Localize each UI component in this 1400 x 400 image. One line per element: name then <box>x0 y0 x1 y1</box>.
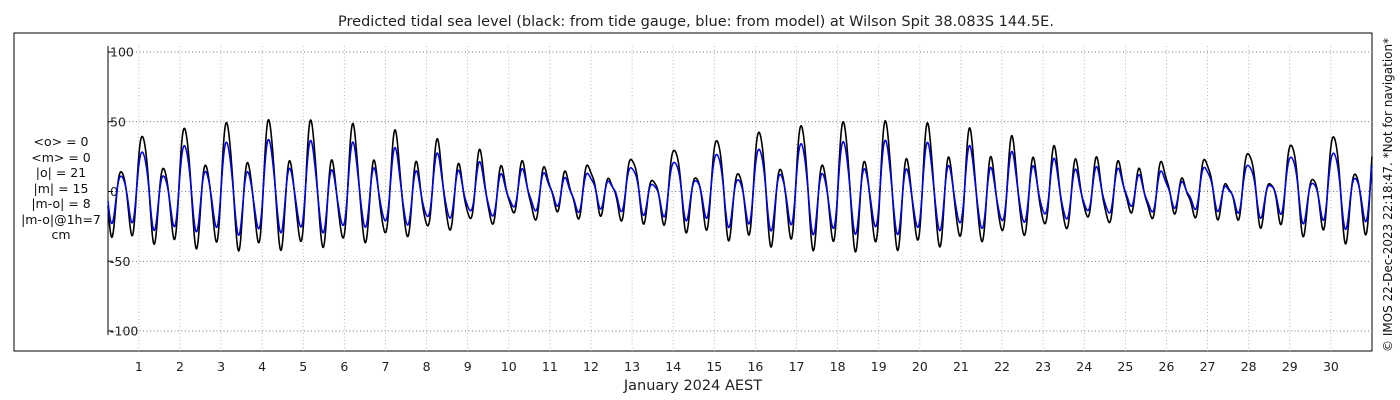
x-tick-label: 7 <box>381 359 389 374</box>
x-tick-label: 25 <box>1117 359 1133 374</box>
x-tick-label: 18 <box>830 359 846 374</box>
stat-abs-diff-1h: |m-o|@1h=7 <box>21 211 101 227</box>
grid-layer <box>108 46 1372 351</box>
copyright-credit: © IMOS 22-Dec-2023 22:18:47. *Not for na… <box>1381 38 1395 352</box>
plot-frame <box>13 32 1373 352</box>
stat-unit: cm <box>51 227 71 242</box>
chart-title: Predicted tidal sea level (black: from t… <box>338 14 1054 30</box>
x-tick-label: 9 <box>464 359 472 374</box>
x-tick-label: 11 <box>542 359 558 374</box>
x-tick-label: 16 <box>747 359 763 374</box>
x-tick-label: 5 <box>299 359 307 374</box>
x-tick-label: 20 <box>912 359 928 374</box>
series-layer <box>107 118 1373 253</box>
x-tick-label: 1 <box>135 359 143 374</box>
x-tick-label: 12 <box>583 359 599 374</box>
x-tick-label: 26 <box>1159 359 1175 374</box>
x-tick-label: 28 <box>1241 359 1257 374</box>
x-tick-label: 23 <box>1035 359 1051 374</box>
x-tick-label: 10 <box>501 359 517 374</box>
x-tick-label: 15 <box>706 359 722 374</box>
stat-abs-observed: |o| = 21 <box>35 165 87 180</box>
x-tick-label: 2 <box>176 359 184 374</box>
x-tick-label: 29 <box>1282 359 1298 374</box>
stat-mean-model: <m> = 0 <box>31 149 91 165</box>
x-tick-label: 8 <box>423 359 431 374</box>
x-tick-label: 22 <box>994 359 1010 374</box>
x-tick-label: 27 <box>1200 359 1216 374</box>
y-tick-label: 100 <box>110 45 134 60</box>
y-tick-label: -50 <box>110 254 130 269</box>
y-tick-label: 0 <box>110 184 118 199</box>
y-tick-label: 50 <box>110 114 126 129</box>
x-tick-label: 14 <box>665 359 681 374</box>
model-tide-line <box>107 138 1373 237</box>
stat-mean-observed: <o> = 0 <box>33 134 89 149</box>
x-tick-label: 21 <box>953 359 969 374</box>
observed-tide-line <box>107 118 1373 253</box>
x-tick-label: 24 <box>1076 359 1092 374</box>
stat-abs-model: |m| = 15 <box>33 180 89 196</box>
x-tick-label: 30 <box>1323 359 1339 374</box>
stat-abs-diff: |m-o| = 8 <box>31 196 91 211</box>
y-tick-label: -100 <box>110 324 138 339</box>
statistics-panel: <o> = 0 <m> = 0 |o| = 21 |m| = 15 |m-o| … <box>16 134 106 243</box>
x-tick-label: 19 <box>871 359 887 374</box>
x-tick-label: 4 <box>258 359 266 374</box>
x-tick-label: 17 <box>789 359 805 374</box>
x-tick-label: 13 <box>624 359 640 374</box>
x-tick-label: 3 <box>217 359 225 374</box>
x-tick-label: 6 <box>340 359 348 374</box>
x-axis-label: January 2024 AEST <box>623 378 762 394</box>
